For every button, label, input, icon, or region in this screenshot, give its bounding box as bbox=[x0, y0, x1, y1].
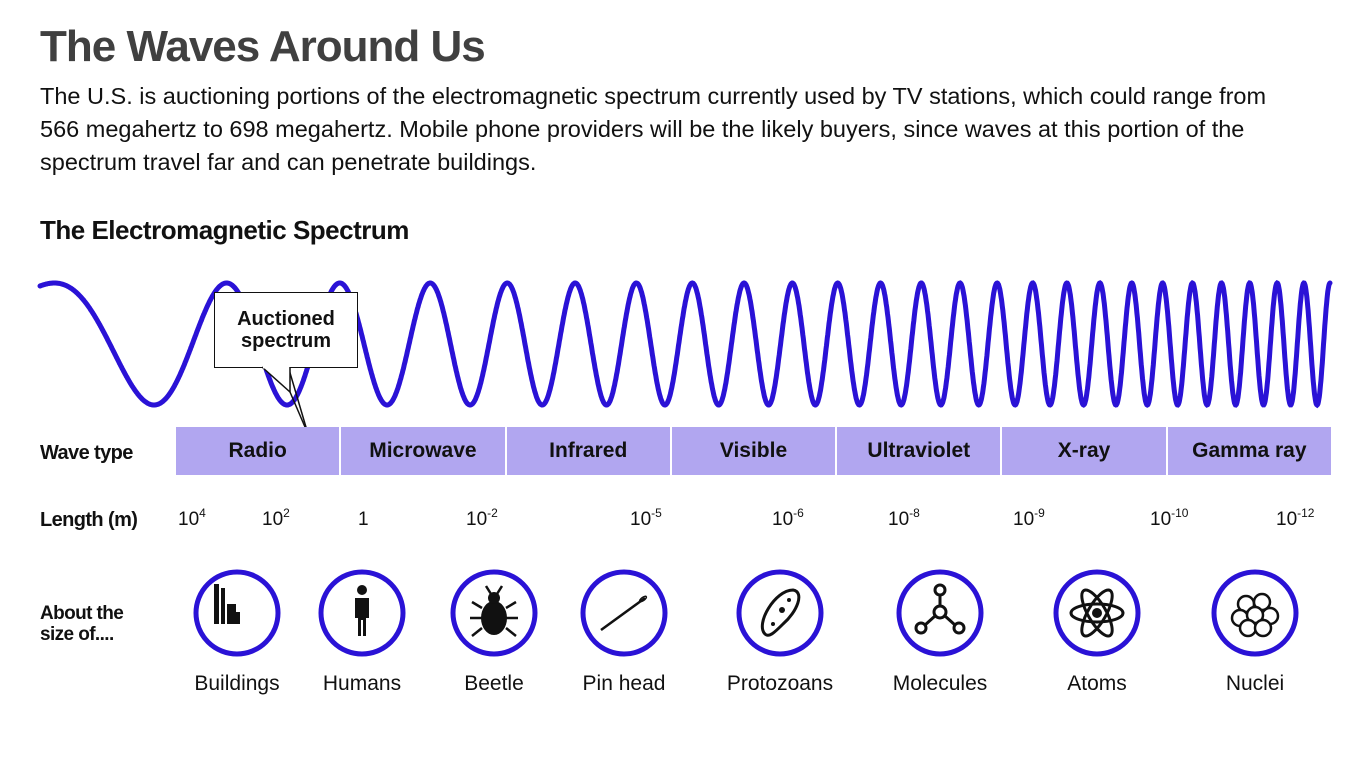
length-label: Length (m) bbox=[40, 509, 138, 531]
length-exponent: 2 bbox=[283, 506, 290, 520]
band-ultraviolet: Ultraviolet bbox=[837, 427, 1001, 475]
band-visible: Visible bbox=[671, 427, 836, 475]
length-base: 10 bbox=[466, 509, 488, 530]
length-base: 1 bbox=[358, 509, 369, 530]
length-exponent: -5 bbox=[651, 506, 662, 520]
band-microwave: Microwave bbox=[341, 427, 505, 475]
length-value: 10-2 bbox=[466, 506, 498, 531]
length-base: 10 bbox=[1013, 509, 1035, 530]
atom-icon bbox=[1053, 569, 1141, 657]
pin-icon bbox=[580, 569, 668, 657]
length-value: 104 bbox=[178, 506, 206, 531]
band-x-ray: X-ray bbox=[1002, 427, 1166, 475]
length-exponent: -2 bbox=[487, 506, 498, 520]
length-base: 10 bbox=[1150, 509, 1172, 530]
length-base: 10 bbox=[630, 509, 652, 530]
size-label: Molecules bbox=[892, 672, 988, 695]
nucleus-icon bbox=[1211, 569, 1299, 657]
length-base: 10 bbox=[178, 509, 200, 530]
size-item-protozoans: Protozoans bbox=[710, 568, 850, 696]
size-item-buildings: Buildings bbox=[167, 568, 307, 696]
page-title: The Waves Around Us bbox=[40, 22, 486, 71]
size-label: Pin head bbox=[582, 672, 666, 695]
size-label: Beetle bbox=[464, 672, 524, 695]
length-exponent: -12 bbox=[1297, 506, 1315, 520]
size-item-molecules: Molecules bbox=[870, 568, 1010, 696]
beetle-icon bbox=[450, 569, 538, 657]
size-label: Atoms bbox=[1067, 672, 1127, 695]
size-item-atoms: Atoms bbox=[1027, 568, 1167, 696]
length-base: 10 bbox=[1276, 509, 1298, 530]
length-value: 10-9 bbox=[1013, 506, 1045, 531]
length-value: 10-6 bbox=[772, 506, 804, 531]
length-value: 10-12 bbox=[1276, 506, 1315, 531]
size-label: Protozoans bbox=[726, 672, 834, 695]
band-gamma-ray: Gamma ray bbox=[1167, 427, 1331, 475]
length-base: 10 bbox=[888, 509, 910, 530]
size-item-pin-head: Pin head bbox=[554, 568, 694, 696]
diagram-title: The Electromagnetic Spectrum bbox=[40, 215, 409, 245]
length-exponent: -8 bbox=[909, 506, 920, 520]
length-exponent: -9 bbox=[1034, 506, 1045, 520]
auctioned-spectrum-callout: Auctioned spectrum bbox=[214, 292, 358, 368]
protozoan-icon bbox=[736, 569, 824, 657]
size-label: Buildings bbox=[194, 672, 280, 695]
length-base: 10 bbox=[772, 509, 794, 530]
length-value: 10-8 bbox=[888, 506, 920, 531]
length-exponent: -10 bbox=[1171, 506, 1189, 520]
length-value: 10-5 bbox=[630, 506, 662, 531]
size-label: Humans bbox=[322, 672, 402, 695]
length-exponent: 4 bbox=[199, 506, 206, 520]
length-exponent: -6 bbox=[793, 506, 804, 520]
human-icon bbox=[318, 569, 406, 657]
size-label: Nuclei bbox=[1225, 672, 1285, 695]
size-item-nuclei: Nuclei bbox=[1185, 568, 1325, 696]
about-size-label: About the size of.... bbox=[40, 603, 124, 645]
callout-line-1: Auctioned bbox=[237, 308, 335, 330]
length-value: 10-10 bbox=[1150, 506, 1189, 531]
buildings-icon bbox=[193, 569, 281, 657]
size-item-humans: Humans bbox=[292, 568, 432, 696]
intro-text: The U.S. is auctioning portions of the e… bbox=[40, 83, 1267, 175]
callout-line-2: spectrum bbox=[240, 330, 332, 352]
size-item-beetle: Beetle bbox=[424, 568, 564, 696]
band-infrared: Infrared bbox=[506, 427, 670, 475]
length-value: 1 bbox=[358, 509, 369, 531]
length-base: 10 bbox=[262, 509, 284, 530]
band-radio: Radio bbox=[176, 427, 340, 475]
wave-type-label: Wave type bbox=[40, 442, 133, 464]
molecule-icon bbox=[896, 569, 984, 657]
length-value: 102 bbox=[262, 506, 290, 531]
